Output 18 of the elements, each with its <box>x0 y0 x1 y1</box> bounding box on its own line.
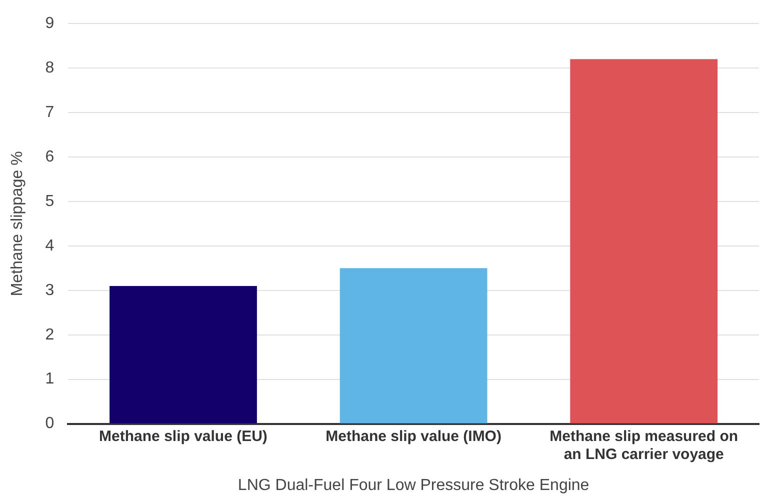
x-tick-label: Methane slip value (EU) <box>99 428 268 445</box>
y-tick-label: 8 <box>45 59 54 76</box>
y-tick-label: 7 <box>45 104 54 121</box>
y-tick-label: 9 <box>45 15 54 32</box>
x-tick-label: Methane slip measured on an LNG carrier voyage <box>550 428 738 463</box>
x-axis-title: LNG Dual-Fuel Four Low Pressure Stroke Engine <box>238 476 590 494</box>
y-axis-title: Methane slippage % <box>9 151 26 296</box>
x-tick-label: Methane slip value (IMO) <box>326 428 502 445</box>
bar <box>570 59 718 424</box>
y-tick-label: 4 <box>45 237 54 254</box>
y-tick-label: 1 <box>45 370 54 388</box>
bar <box>340 268 488 424</box>
y-tick-label: 5 <box>45 192 54 210</box>
y-tick-label: 6 <box>45 148 54 166</box>
y-tick-label: 0 <box>45 415 54 432</box>
y-tick-label: 2 <box>45 326 54 344</box>
bar <box>110 286 257 424</box>
y-tick-label: 3 <box>45 282 54 299</box>
